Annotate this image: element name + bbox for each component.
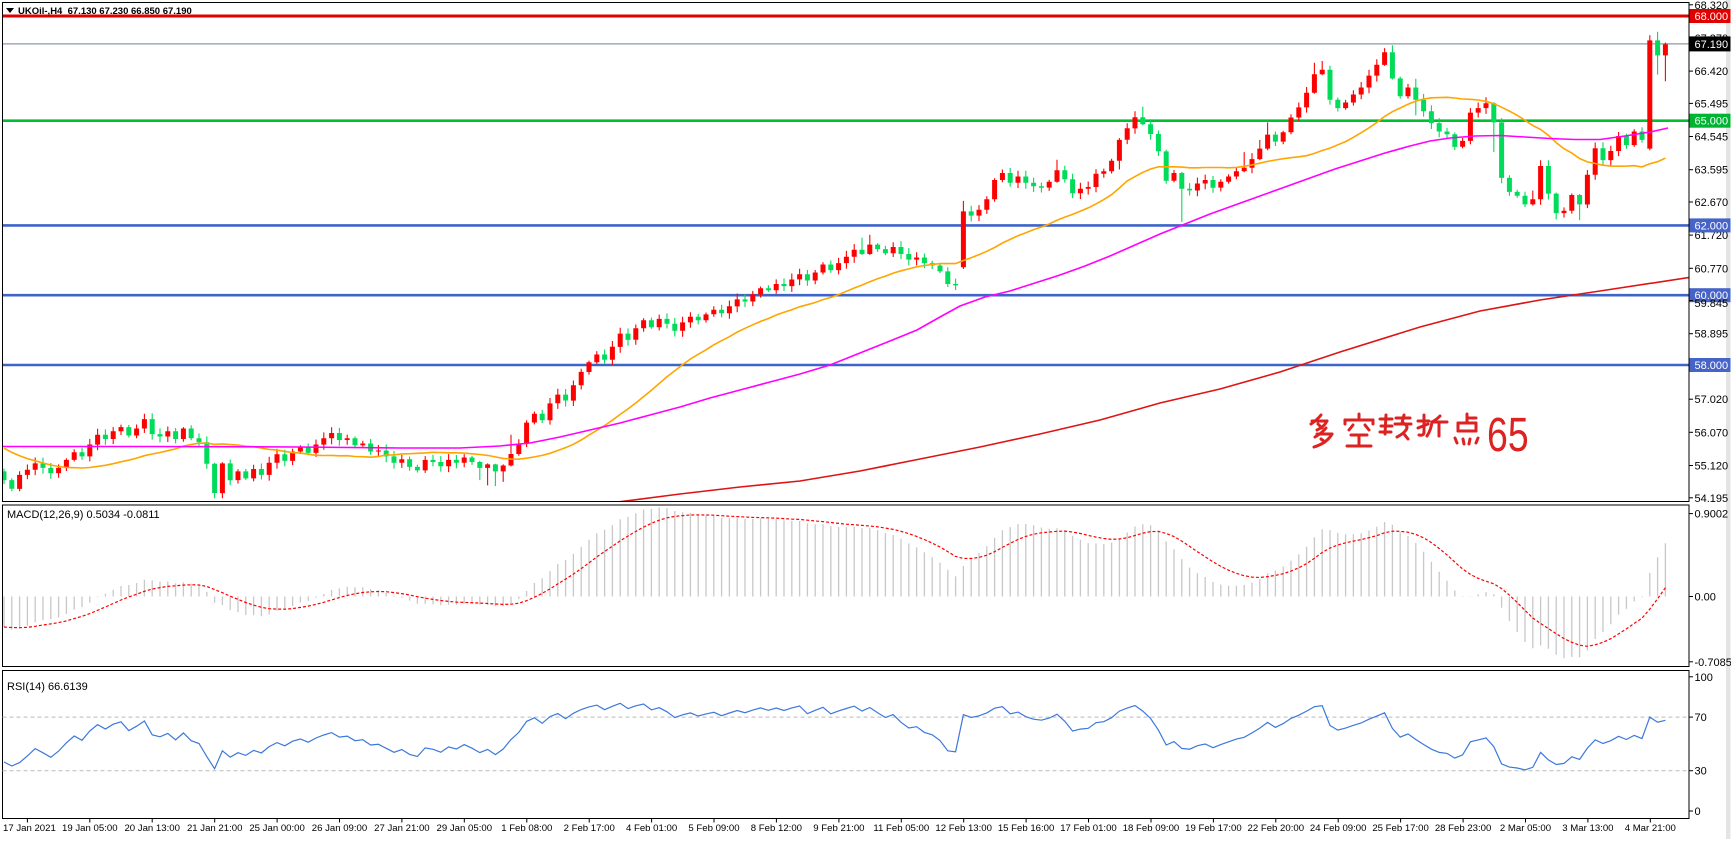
svg-text:54.195: 54.195 [1695, 493, 1729, 505]
svg-text:24 Feb 09:00: 24 Feb 09:00 [1310, 823, 1367, 834]
svg-text:22 Feb 20:00: 22 Feb 20:00 [1248, 823, 1305, 834]
svg-text:-0.7085: -0.7085 [1695, 657, 1731, 669]
svg-text:5 Feb 09:00: 5 Feb 09:00 [688, 823, 739, 834]
svg-text:4 Mar 21:00: 4 Mar 21:00 [1625, 823, 1676, 834]
svg-text:3 Mar 13:00: 3 Mar 13:00 [1562, 823, 1613, 834]
svg-text:58.895: 58.895 [1695, 329, 1729, 341]
svg-text:21 Jan 21:00: 21 Jan 21:00 [187, 823, 242, 834]
svg-text:UKOil-,H4 67.130 67.230 66.85: UKOil-,H4 67.130 67.230 66.850 67.190 [18, 6, 192, 17]
svg-text:2 Feb 17:00: 2 Feb 17:00 [564, 823, 615, 834]
svg-text:66.420: 66.420 [1695, 66, 1729, 78]
svg-text:65: 65 [1487, 409, 1529, 463]
svg-text:19 Jan 05:00: 19 Jan 05:00 [62, 823, 117, 834]
svg-text:0.00: 0.00 [1695, 592, 1716, 604]
svg-text:60.770: 60.770 [1695, 263, 1729, 275]
svg-text:11 Feb 05:00: 11 Feb 05:00 [873, 823, 929, 834]
svg-text:0.9002: 0.9002 [1695, 509, 1729, 521]
svg-text:9 Feb 21:00: 9 Feb 21:00 [813, 823, 864, 834]
svg-text:28 Feb 23:00: 28 Feb 23:00 [1435, 823, 1492, 834]
svg-text:30: 30 [1695, 766, 1707, 778]
svg-text:RSI(14) 66.6139: RSI(14) 66.6139 [7, 681, 88, 693]
svg-text:26 Jan 09:00: 26 Jan 09:00 [312, 823, 367, 834]
svg-text:25 Feb 17:00: 25 Feb 17:00 [1372, 823, 1429, 834]
svg-text:8 Feb 12:00: 8 Feb 12:00 [751, 823, 802, 834]
svg-text:29 Jan 05:00: 29 Jan 05:00 [437, 823, 492, 834]
svg-text:2 Mar 05:00: 2 Mar 05:00 [1500, 823, 1551, 834]
svg-text:64.545: 64.545 [1695, 132, 1729, 144]
svg-text:17 Jan 2021: 17 Jan 2021 [3, 823, 56, 834]
svg-text:65.000: 65.000 [1695, 116, 1729, 128]
svg-text:0: 0 [1695, 806, 1701, 818]
svg-text:63.595: 63.595 [1695, 165, 1729, 177]
svg-text:62.670: 62.670 [1695, 197, 1729, 209]
svg-text:57.020: 57.020 [1695, 394, 1729, 406]
svg-text:1 Feb 08:00: 1 Feb 08:00 [501, 823, 552, 834]
svg-text:62.000: 62.000 [1695, 220, 1729, 232]
svg-text:MACD(12,26,9) 0.5034 -0.0811: MACD(12,26,9) 0.5034 -0.0811 [7, 509, 160, 521]
svg-text:58.000: 58.000 [1695, 360, 1729, 372]
svg-text:100: 100 [1695, 672, 1713, 684]
svg-text:17 Feb 01:00: 17 Feb 01:00 [1060, 823, 1117, 834]
svg-text:67.190: 67.190 [1695, 39, 1729, 51]
svg-text:59.845: 59.845 [1695, 298, 1729, 310]
svg-text:68.000: 68.000 [1695, 11, 1729, 23]
svg-text:56.070: 56.070 [1695, 427, 1729, 439]
svg-text:15 Feb 16:00: 15 Feb 16:00 [998, 823, 1055, 834]
svg-text:4 Feb 01:00: 4 Feb 01:00 [626, 823, 677, 834]
svg-text:18 Feb 09:00: 18 Feb 09:00 [1123, 823, 1180, 834]
svg-text:25 Jan 00:00: 25 Jan 00:00 [249, 823, 304, 834]
svg-text:20 Jan 13:00: 20 Jan 13:00 [124, 823, 179, 834]
svg-text:70: 70 [1695, 712, 1707, 724]
svg-text:19 Feb 17:00: 19 Feb 17:00 [1185, 823, 1242, 834]
svg-text:65.495: 65.495 [1695, 98, 1729, 110]
svg-text:27 Jan 21:00: 27 Jan 21:00 [374, 823, 429, 834]
svg-text:55.120: 55.120 [1695, 461, 1729, 473]
svg-text:12 Feb 13:00: 12 Feb 13:00 [935, 823, 992, 834]
